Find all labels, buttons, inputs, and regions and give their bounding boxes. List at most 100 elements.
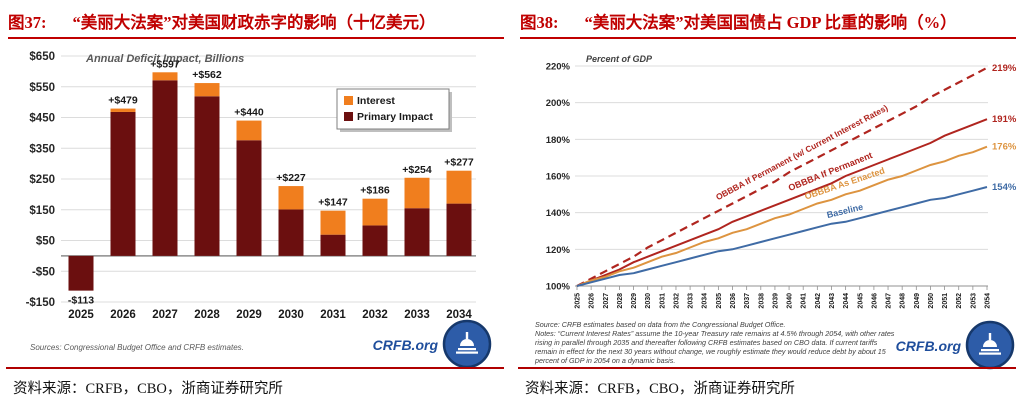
bar-interest — [362, 198, 388, 226]
x-axis-label: 2026 — [589, 293, 596, 309]
legend-swatch — [344, 96, 353, 105]
x-axis-label: 2045 — [857, 293, 864, 309]
x-axis-label: 2026 — [110, 309, 136, 321]
capitol-steps-icon — [456, 351, 478, 354]
bar-primary-impact — [404, 208, 430, 256]
figure37-panel: 图37: “美丽大法案”对美国财政赤字的影响（十亿美元） $650 $550 $450… — [6, 13, 506, 397]
bar-interest — [404, 177, 430, 209]
series-line — [576, 66, 988, 287]
bar-primary-impact — [152, 80, 178, 256]
bar-interest — [152, 72, 178, 81]
bar-value-label: +$227 — [276, 172, 306, 184]
legend-label: Interest — [357, 95, 395, 107]
bar-interest — [446, 170, 472, 204]
bar-primary-impact — [110, 111, 136, 256]
x-axis-label: 2028 — [617, 293, 624, 309]
y-axis-label: 180% — [546, 135, 571, 146]
x-axis-label: 2051 — [942, 293, 949, 309]
x-axis-label: 2030 — [645, 293, 652, 309]
figure37-number: 图37: — [8, 13, 47, 32]
debt-line-chart-wrap: 220% 200% 180% 160% 140% 120% 100% Percent of G… — [518, 46, 1018, 378]
bar-interest — [194, 83, 220, 97]
figure38-panel: 图38: “美丽大法案”对美国国债占 GDP 比重的影响（%） 220% 200% 1… — [512, 0, 1024, 402]
y-axis-label: $150 — [29, 205, 55, 217]
capitol-spire-icon — [465, 332, 469, 339]
bar-value-label: +$277 — [444, 157, 474, 169]
y-axis-label: $550 — [29, 82, 55, 94]
bar-primary-impact — [68, 255, 94, 291]
capitol-base-icon — [981, 349, 999, 352]
x-axis-label: 2048 — [900, 293, 907, 309]
bar-primary-impact — [320, 234, 346, 256]
x-axis-label: 2054 — [985, 293, 992, 309]
capitol-dome-icon — [983, 340, 997, 347]
end-value-label: 191% — [992, 114, 1017, 125]
series-line — [576, 186, 988, 287]
legend-label: Primary Impact — [357, 111, 433, 123]
debt-line-chart: 220% 200% 180% 160% 140% 120% 100% Percent of G… — [534, 54, 1017, 370]
figure38-title-rule — [520, 37, 1016, 39]
bar-primary-impact — [362, 225, 388, 256]
bar-value-label: +$597 — [150, 58, 180, 70]
x-axis-label: 2037 — [744, 293, 751, 309]
x-axis-label: 2028 — [194, 309, 220, 321]
figure38-number: 图38: — [520, 13, 559, 32]
x-axis-label: 2049 — [914, 293, 921, 309]
crfb-logo-text: CRFB.org — [373, 337, 439, 353]
notes-line: remain in effect for the next 30 years w… — [535, 347, 887, 356]
notes-line: Notes: “Current Interest Rates” assume t… — [535, 329, 895, 338]
deficit-bar-chart-wrap: $650 $550 $450 $350 $250 $150 $50 -$50 -$150 Annu… — [6, 46, 506, 378]
x-axis-label: 2034 — [446, 309, 472, 321]
deficit-bar-chart: $650 $550 $450 $350 $250 $150 $50 -$50 -$150 Annu… — [26, 51, 492, 369]
x-axis-label: 2027 — [152, 309, 178, 321]
x-axis-label: 2036 — [730, 293, 737, 309]
crfb-logo-text: CRFB.org — [896, 338, 962, 354]
end-value-label: 219% — [992, 63, 1017, 74]
x-axis-label: 2039 — [772, 293, 779, 309]
end-value-label: 154% — [992, 182, 1017, 193]
bar-primary-impact — [194, 96, 220, 256]
figure38-caption: 资料来源：CRFB，CBO，浙商证券研究所 — [525, 381, 795, 397]
bar-interest — [320, 210, 346, 235]
series-line — [576, 145, 988, 287]
x-axis-label: 2041 — [801, 293, 808, 309]
x-axis-label: 2030 — [278, 309, 304, 321]
x-axis-label: 2029 — [236, 309, 262, 321]
chart-title: Percent of GDP — [586, 54, 653, 64]
y-axis-label: $350 — [29, 143, 55, 155]
y-axis-label: 120% — [546, 245, 571, 256]
x-axis-label: 2043 — [829, 293, 836, 309]
y-axis-label: $450 — [29, 113, 55, 125]
capitol-dome-icon — [460, 339, 474, 346]
legend-swatch — [344, 112, 353, 121]
chart-title: Annual Deficit Impact, Billions — [85, 53, 244, 65]
bar-interest — [236, 120, 262, 141]
bar-primary-impact — [236, 140, 262, 256]
x-axis-label: 2044 — [843, 293, 850, 309]
bar-value-label: +$479 — [108, 95, 138, 107]
y-axis-label: 140% — [546, 208, 571, 219]
x-axis-label: 2040 — [787, 293, 794, 309]
capitol-base-icon — [458, 348, 476, 351]
bar-value-label: +$147 — [318, 197, 348, 209]
source-note: Sources: Congressional Budget Office and… — [30, 343, 244, 352]
notes-line: percent of GDP in 2054 on a dynamic basi… — [534, 356, 675, 365]
y-axis-label: 220% — [546, 62, 571, 73]
x-axis-label: 2031 — [320, 309, 346, 321]
figure38-title-row: 图38: “美丽大法案”对美国国债占 GDP 比重的影响（%） — [520, 9, 1020, 33]
y-axis-label: $650 — [29, 51, 55, 63]
figure38-heading: “美丽大法案”对美国国债占 GDP 比重的影响（%） — [584, 13, 957, 32]
series-inline-label: Baseline — [826, 202, 864, 220]
x-axis-label: 2033 — [404, 309, 430, 321]
figure37-bottom-rule — [6, 367, 504, 369]
x-axis-label: 2032 — [673, 293, 680, 309]
y-axis-label: -$50 — [32, 266, 55, 278]
y-axis-label: 200% — [546, 98, 571, 109]
bar-value-label: +$186 — [360, 185, 390, 197]
bar-primary-impact — [446, 203, 472, 256]
source-note: Source: CRFB estimates based on data fro… — [535, 320, 786, 329]
bar-value-label: +$254 — [402, 164, 432, 176]
legend-box — [336, 88, 450, 130]
end-value-label: 176% — [992, 142, 1017, 153]
figure37-caption: 资料来源：CRFB，CBO，浙商证券研究所 — [13, 381, 283, 397]
